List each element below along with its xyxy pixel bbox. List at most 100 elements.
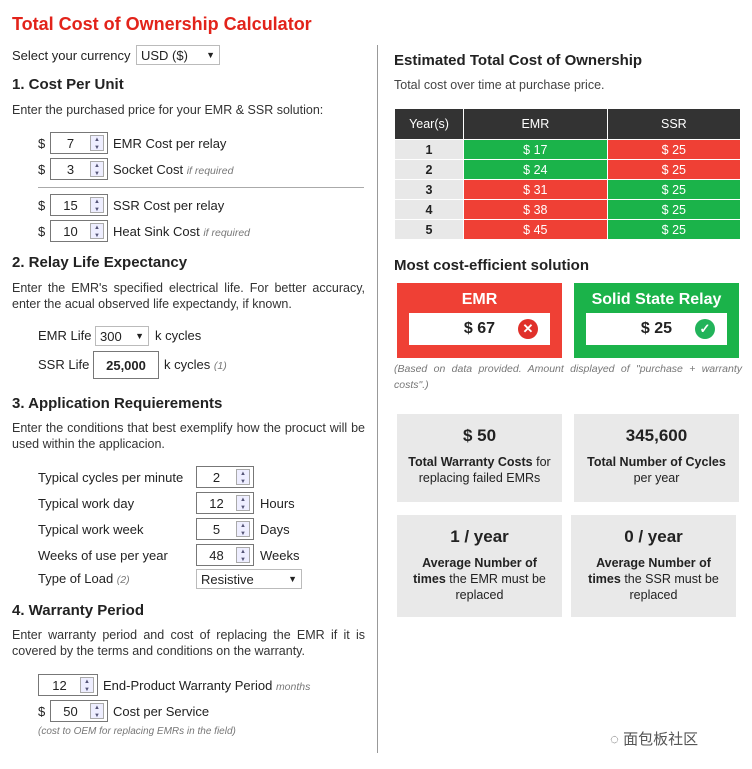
cost-input[interactable]: 10 ▲ ▼ bbox=[50, 220, 108, 242]
cost-label: Socket Cost if required bbox=[113, 162, 233, 177]
spinner-arrows-icon[interactable]: ▲ ▼ bbox=[90, 161, 104, 177]
column-divider bbox=[377, 45, 378, 753]
application-value: 48 bbox=[209, 547, 224, 563]
emr-life-select[interactable]: 300 ▼ bbox=[95, 326, 149, 346]
ssr-life-input[interactable]: 25,000 bbox=[93, 351, 159, 379]
result-note: (Based on data provided. Amount displaye… bbox=[394, 363, 742, 391]
check-circle-icon: ✓ bbox=[695, 319, 715, 339]
application-unit: Weeks bbox=[260, 548, 300, 563]
months-unit: months bbox=[275, 681, 311, 693]
application-input[interactable]: 5 ▲ ▼ bbox=[196, 518, 254, 540]
year-cell: 5 bbox=[395, 220, 464, 239]
application-label: Typical cycles per minute bbox=[38, 470, 184, 485]
watermark-text: 面包板社区 bbox=[623, 731, 699, 748]
cost-value: 10 bbox=[63, 223, 78, 239]
section-1-desc: Enter the purchased price for your EMR &… bbox=[12, 103, 324, 117]
emr-life-value: 300 bbox=[100, 328, 122, 344]
ssr-total: $ 25 bbox=[640, 320, 673, 337]
card-value: 1 / year bbox=[450, 527, 509, 546]
emr-life-label: EMR Life bbox=[38, 328, 92, 343]
summary-card: 345,600 Total Number of Cycles per year bbox=[574, 414, 739, 502]
emr-cost-cell: $ 38 bbox=[464, 200, 608, 219]
footnote-1: (1) bbox=[213, 360, 227, 372]
best-heading: Most cost-efficient solution bbox=[394, 257, 589, 274]
load-type-label: Type of Load (2) bbox=[38, 571, 130, 586]
emr-cost-cell: $ 17 bbox=[464, 140, 608, 159]
right-subtitle: Total cost over time at purchase price. bbox=[394, 78, 605, 92]
spinner-arrows-icon[interactable]: ▲ ▼ bbox=[80, 677, 94, 693]
spinner-arrows-icon[interactable]: ▲ ▼ bbox=[90, 197, 104, 213]
warranty-period-input[interactable]: 12 ▲ ▼ bbox=[38, 674, 98, 696]
summary-card: 0 / year Average Number of times the SSR … bbox=[571, 515, 736, 617]
cost-value: 3 bbox=[66, 161, 75, 177]
cost-note: if required bbox=[186, 165, 234, 177]
cost-label-text: Socket Cost bbox=[113, 162, 184, 177]
year-cell: 1 bbox=[395, 140, 464, 159]
spinner-arrows-icon[interactable]: ▲ ▼ bbox=[236, 469, 250, 485]
cost-label: EMR Cost per relay bbox=[113, 136, 226, 151]
application-input[interactable]: 12 ▲ ▼ bbox=[196, 492, 254, 514]
spinner-arrows-icon[interactable]: ▲ ▼ bbox=[90, 223, 104, 239]
emr-cost-cell: $ 24 bbox=[464, 160, 608, 179]
cost-label: Heat Sink Cost if required bbox=[113, 224, 250, 239]
card-value: 0 / year bbox=[624, 527, 683, 546]
cost-per-service-input[interactable]: 50 ▲ ▼ bbox=[50, 700, 108, 722]
spinner-arrows-icon[interactable]: ▲ ▼ bbox=[236, 521, 250, 537]
ssr-cost-cell: $ 25 bbox=[607, 140, 741, 159]
spinner-arrows-icon[interactable]: ▲ ▼ bbox=[236, 495, 250, 511]
currency-symbol: $ bbox=[38, 704, 46, 719]
table-header: Year(s) EMR SSR bbox=[395, 109, 741, 139]
application-label: Typical work week bbox=[38, 522, 144, 537]
application-input[interactable]: 2 ▲ ▼ bbox=[196, 466, 254, 488]
warranty-period-label: End-Product Warranty Period months bbox=[103, 678, 310, 693]
ssr-result-box: Solid State Relay $ 25 ✓ bbox=[574, 283, 739, 358]
watermark: ◌ 面包板社区 bbox=[610, 728, 698, 749]
cost-label-text: Heat Sink Cost bbox=[113, 224, 200, 239]
table-row: 4 $ 38 $ 25 bbox=[395, 200, 741, 219]
application-label: Weeks of use per year bbox=[38, 548, 168, 563]
application-value: 2 bbox=[212, 469, 221, 485]
emr-total: $ 67 bbox=[463, 320, 496, 337]
load-type-select[interactable]: Resistive ▼ bbox=[196, 569, 302, 589]
right-heading: Estimated Total Cost of Ownership bbox=[394, 52, 643, 69]
ssr-life-unit: k cycles (1) bbox=[164, 357, 227, 372]
header-emr: EMR bbox=[464, 109, 608, 139]
cost-input[interactable]: 7 ▲ ▼ bbox=[50, 132, 108, 154]
cost-table: Year(s) EMR SSR 1 $ 17 $ 25 2 $ 24 $ 25 3 $ 31 $… bbox=[395, 108, 741, 240]
ssr-life-label: SSR Life bbox=[38, 357, 90, 372]
chevron-down-icon: ▼ bbox=[135, 331, 144, 341]
cost-input[interactable]: 15 ▲ ▼ bbox=[50, 194, 108, 216]
emr-result-box: EMR $ 67 ✕ bbox=[397, 283, 562, 358]
section-2-heading: 2. Relay Life Expectancy bbox=[12, 254, 188, 271]
spinner-arrows-icon[interactable]: ▲ ▼ bbox=[90, 135, 104, 151]
footnote-2: (2) bbox=[116, 574, 130, 586]
emr-cost-cell: $ 45 bbox=[464, 220, 608, 239]
ssr-cost-cell: $ 25 bbox=[607, 160, 741, 179]
cost-input[interactable]: 3 ▲ ▼ bbox=[50, 158, 108, 180]
section-2-desc: Enter the EMR's specified electrical lif… bbox=[12, 281, 365, 311]
year-cell: 2 bbox=[395, 160, 464, 179]
cost-label-text: EMR Cost per relay bbox=[113, 136, 227, 151]
summary-card: 1 / year Average Number of times the EMR … bbox=[397, 515, 562, 617]
emr-cost-cell: $ 31 bbox=[464, 180, 608, 199]
currency-select[interactable]: USD ($) ▼ bbox=[136, 45, 220, 65]
wechat-icon: ◌ bbox=[610, 731, 619, 748]
warranty-period-value: 12 bbox=[52, 677, 67, 693]
cost-note: (cost to OEM for replacing EMRs in the f… bbox=[38, 726, 236, 737]
application-input[interactable]: 48 ▲ ▼ bbox=[196, 544, 254, 566]
spinner-arrows-icon[interactable]: ▲ ▼ bbox=[236, 547, 250, 563]
card-detail: the EMR must be replaced bbox=[449, 572, 546, 602]
ssr-cost-cell: $ 25 bbox=[607, 200, 741, 219]
header-ssr: SSR bbox=[607, 109, 741, 139]
load-type-text: Type of Load bbox=[38, 571, 114, 586]
currency-label: Select your currency bbox=[12, 48, 131, 63]
ssr-life-value: 25,000 bbox=[106, 357, 146, 373]
cost-per-service-label: Cost per Service bbox=[113, 704, 210, 719]
spinner-arrows-icon[interactable]: ▲ ▼ bbox=[90, 703, 104, 719]
card-value: $ 50 bbox=[462, 426, 497, 445]
year-cell: 4 bbox=[395, 200, 464, 219]
ssr-cost-cell: $ 25 bbox=[607, 220, 741, 239]
ssr-cost-cell: $ 25 bbox=[607, 180, 741, 199]
table-row: 5 $ 45 $ 25 bbox=[395, 220, 741, 239]
divider bbox=[38, 187, 364, 188]
